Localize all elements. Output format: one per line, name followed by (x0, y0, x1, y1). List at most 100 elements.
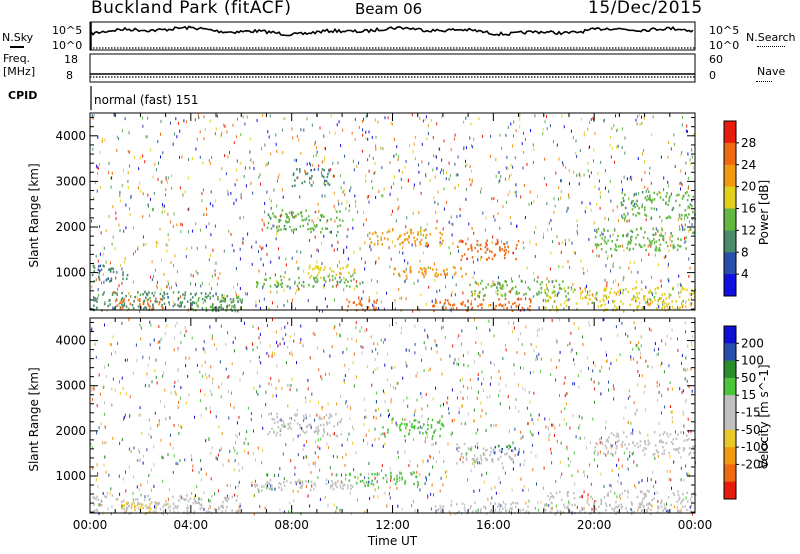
speckle-cell (575, 435, 577, 439)
speckle-cell (405, 348, 407, 352)
speckle-cell (587, 290, 589, 294)
echo-cell (496, 289, 499, 292)
speckle-cell (97, 472, 99, 476)
echo-cell (281, 282, 283, 285)
echo-cell (373, 300, 375, 304)
speckle-cell (418, 211, 420, 214)
speckle-cell (473, 408, 475, 412)
echo-cell (231, 495, 234, 499)
echo-cell (348, 271, 350, 275)
speckle-cell (310, 254, 312, 258)
speckle-cell (659, 383, 660, 387)
speckle-cell (594, 364, 596, 368)
echo-cell (183, 498, 186, 502)
echo-cell (285, 212, 287, 216)
speckle-cell (204, 393, 206, 397)
speckle-cell (231, 243, 233, 247)
speckle-cell (424, 118, 426, 121)
speckle-cell (605, 426, 607, 430)
speckle-cell (414, 509, 416, 513)
speckle-cell (92, 466, 94, 470)
echo-cell (648, 196, 651, 199)
speckle-cell (471, 169, 473, 173)
speckle-cell (355, 326, 357, 330)
speckle-cell (568, 464, 570, 468)
echo-cell (348, 479, 351, 482)
speckle-cell (583, 131, 585, 135)
speckle-cell (444, 275, 446, 279)
speckle-cell (665, 255, 667, 258)
speckle-cell (378, 486, 379, 490)
speckle-cell (639, 122, 641, 126)
speckle-cell (442, 325, 444, 329)
speckle-cell (630, 340, 632, 344)
speckle-cell (677, 337, 678, 341)
echo-cell (692, 231, 695, 234)
speckle-cell (349, 491, 351, 495)
speckle-cell (409, 228, 411, 232)
echo-region (457, 238, 520, 262)
echo-cell (518, 449, 520, 452)
echo-cell (508, 455, 511, 459)
speckle-cell (563, 381, 565, 385)
echo-cell (336, 485, 338, 489)
echo-cell (307, 222, 309, 226)
speckle-cell (536, 292, 538, 296)
speckle-cell (430, 347, 432, 351)
echo-cell (499, 283, 501, 287)
echo-cell (156, 502, 158, 505)
speckle-cell (273, 188, 275, 192)
echo-cell (314, 276, 316, 280)
speckle-cell (420, 232, 422, 236)
echo-cell (498, 502, 500, 506)
echo-cell (672, 247, 675, 250)
speckle-cell (443, 402, 444, 406)
speckle-cell (408, 464, 410, 467)
speckle-cell (180, 295, 181, 299)
echo-cell (581, 506, 583, 510)
speckle-cell (341, 202, 343, 206)
speckle-cell (447, 396, 449, 400)
speckle-cell (94, 342, 96, 346)
speckle-cell (378, 190, 380, 194)
echo-cell (479, 243, 482, 247)
echo-cell (656, 286, 659, 289)
speckle-cell (112, 306, 114, 310)
speckle-cell (300, 480, 302, 484)
speckle-cell (336, 402, 338, 406)
speckle-cell (238, 480, 240, 484)
echo-cell (684, 305, 687, 308)
speckle-cell (179, 129, 181, 133)
echo-cell (604, 303, 606, 306)
speckle-cell (263, 297, 265, 301)
echo-cell (567, 507, 570, 510)
echo-cell (686, 216, 689, 219)
speckle-cell (184, 190, 186, 194)
speckle-cell (318, 164, 320, 168)
speckle-cell (269, 114, 271, 118)
echo-cell (339, 486, 342, 489)
speckle-cell (670, 478, 672, 482)
echo-region (469, 279, 570, 298)
speckle-cell (499, 504, 501, 508)
speckle-cell (227, 331, 229, 335)
echo-cell (656, 511, 659, 514)
echo-cell (235, 499, 238, 502)
freq-label: Freq. (3, 52, 31, 65)
echo-cell (298, 276, 300, 280)
speckle-cell (472, 275, 474, 279)
speckle-cell (550, 251, 552, 255)
echo-cell (103, 265, 105, 268)
echo-cell (498, 508, 501, 511)
echo-cell (678, 451, 680, 454)
echo-cell (260, 489, 263, 492)
speckle-cell (583, 173, 585, 177)
speckle-cell (324, 194, 326, 198)
speckle-cell (346, 347, 348, 351)
speckle-cell (498, 476, 500, 480)
echo-cell (505, 509, 508, 512)
speckle-cell (456, 307, 458, 311)
speckle-cell (158, 422, 160, 426)
speckle-cell (375, 195, 377, 199)
speckle-cell (351, 131, 353, 135)
